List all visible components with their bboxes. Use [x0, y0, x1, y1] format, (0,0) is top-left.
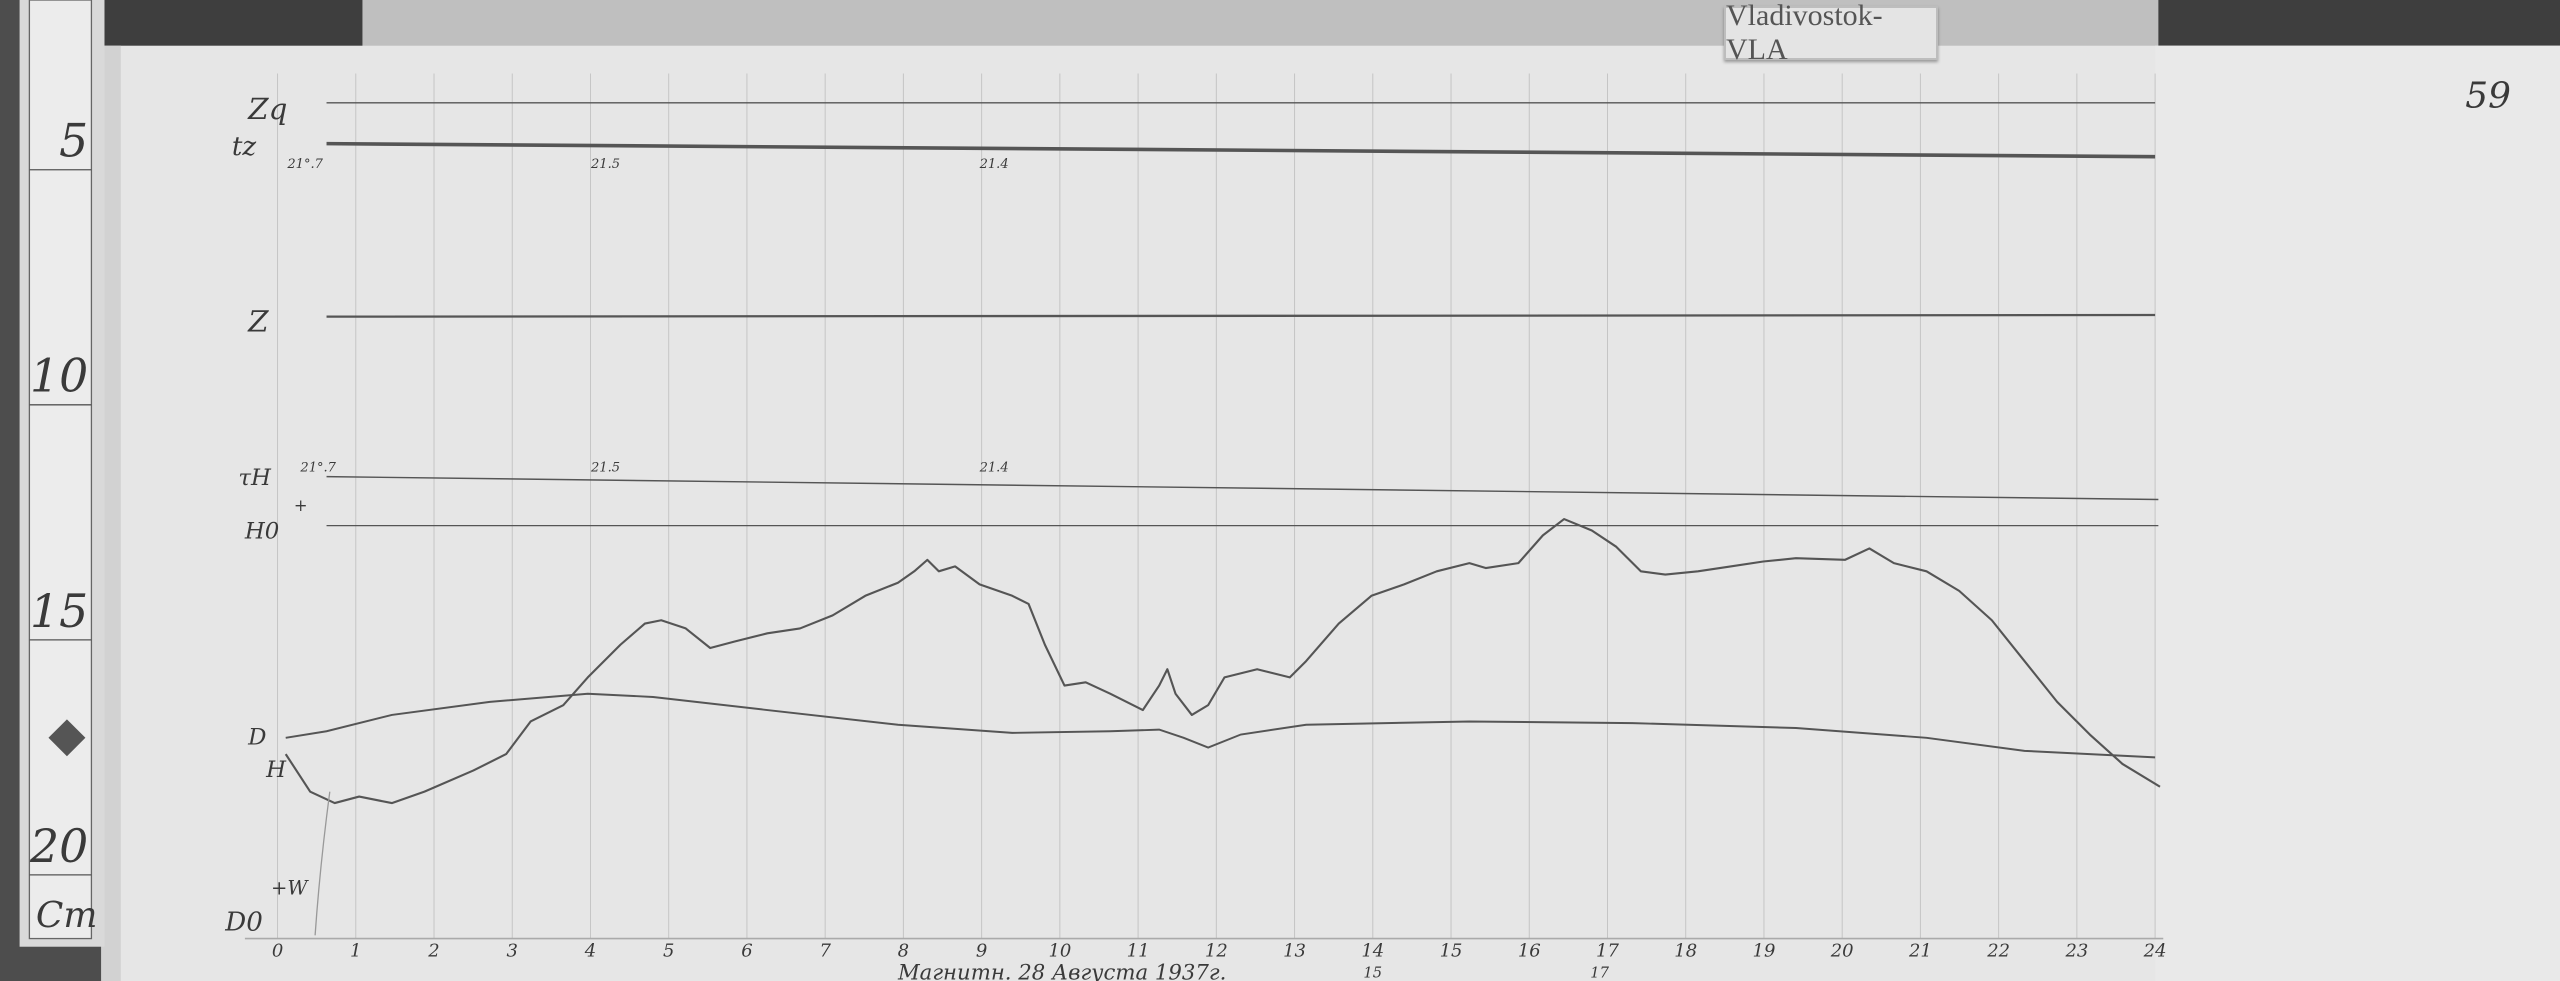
tau-h-temperature: 21.4 [979, 461, 1009, 476]
d0-marker-line [314, 791, 331, 936]
hour-tick-label: 14 [1361, 941, 1384, 962]
hour-tick-label: 17 [1596, 941, 1619, 962]
hour-tick-label: 4 [584, 941, 596, 962]
paper-margin [2155, 45, 2560, 981]
ruler-unit-label: Cm [36, 895, 98, 936]
h-trace [284, 518, 2161, 805]
d-trace [285, 692, 2156, 759]
corrected-hour-label: 17 [1590, 965, 1609, 981]
tau-h-thermometer-line [326, 475, 2159, 501]
plus-w-label: +W [271, 876, 309, 899]
h0-plus-sign: + [294, 496, 308, 515]
hour-tick-label: 6 [741, 941, 752, 962]
hour-tick-label: 5 [663, 941, 674, 962]
ruler-mark: 15 [30, 585, 88, 638]
zq-label: Zq [247, 92, 287, 126]
hour-tick-label: 8 [898, 941, 909, 962]
hour-tick-label: 1 [350, 941, 361, 962]
hour-tick-label: 7 [819, 941, 831, 962]
tz-temperature: 21°.7 [286, 157, 323, 172]
d-label: D [247, 724, 266, 750]
hour-tick-label: 3 [507, 941, 518, 962]
z-label: Z [247, 304, 269, 338]
hour-tick-label: 2 [427, 941, 439, 962]
hour-tick-label: 21 [1908, 941, 1932, 962]
h-label: H [265, 757, 287, 783]
ruler-mark: 5 [59, 115, 88, 168]
tau-h-label: τH [238, 465, 272, 491]
d0-label: D0 [224, 907, 263, 937]
hour-tick-label: 20 [1830, 941, 1854, 962]
tz-thermometer-line [326, 141, 2156, 159]
ruler-mark: 10 [30, 350, 88, 403]
hour-tick-label: 15 [1440, 941, 1463, 962]
ruler-mark: 20 [29, 820, 88, 873]
hour-tick-label: 0 [272, 941, 283, 962]
tz-label: tz [232, 132, 256, 162]
hour-tick-label: 23 [2064, 941, 2088, 962]
hour-tick-label: 22 [1986, 941, 2010, 962]
handwritten-caption: Магнитн. 28 Августа 1937г. [897, 960, 1226, 981]
centimeter-ruler: 5 10 15 20 Cm [19, 0, 105, 947]
hour-tick-label: 18 [1674, 941, 1697, 962]
hour-tick-label: 12 [1205, 941, 1228, 962]
paper-edge [101, 45, 121, 981]
hour-tick-label: 13 [1283, 941, 1306, 962]
hour-tick-label: 11 [1127, 941, 1150, 962]
corrected-hour-label: 15 [1363, 965, 1382, 981]
hour-tick-label: 16 [1518, 941, 1541, 962]
tz-temperature: 21.5 [590, 157, 620, 172]
hour-tick-label: 19 [1753, 941, 1776, 962]
paper-sheet [101, 45, 2560, 981]
station-tag: Vladivostok-VLA [1724, 0, 1938, 66]
tau-h-temperature: 21.5 [590, 461, 620, 476]
z-trace [326, 313, 2156, 318]
sheet-number: 59 [2465, 76, 2511, 117]
hour-tick-label: 9 [976, 941, 987, 962]
hour-tick-label: 10 [1048, 941, 1071, 962]
h0-label: H0 [244, 519, 279, 545]
hour-tick-label: 24 [2143, 941, 2167, 962]
tau-h-temperature: 21°.7 [299, 461, 336, 476]
tz-temperature: 21.4 [979, 157, 1009, 172]
